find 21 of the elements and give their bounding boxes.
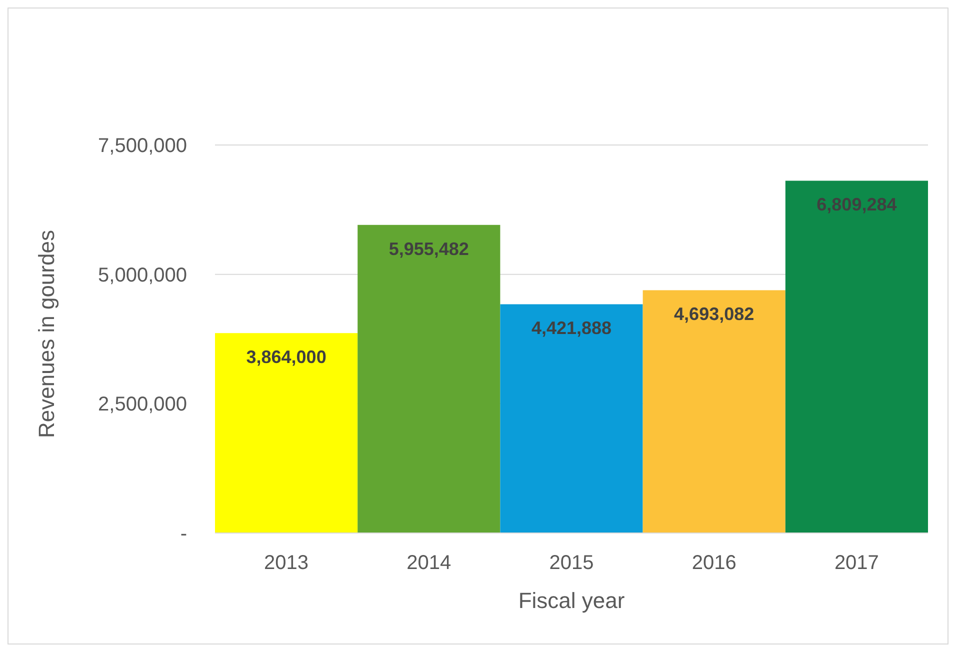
data-label: 3,864,000 — [246, 347, 326, 368]
bar — [215, 333, 358, 533]
y-tick-label: 7,500,000 — [98, 135, 187, 157]
data-label: 6,809,284 — [816, 194, 897, 215]
bar — [785, 180, 928, 533]
x-axis-title: Fiscal year — [518, 588, 625, 613]
data-label: 4,421,888 — [531, 318, 612, 338]
y-tick-label: - — [180, 523, 187, 545]
x-tick-label: 2013 — [264, 552, 309, 574]
x-tick-label: 2016 — [692, 552, 736, 574]
data-label: 5,955,482 — [388, 238, 469, 259]
y-axis-title: Revenues in gourdes — [34, 230, 59, 438]
bar — [642, 290, 786, 533]
y-tick-label: 2,500,000 — [98, 394, 187, 416]
x-tick-label: 2014 — [406, 552, 452, 574]
data-label: 4,693,082 — [674, 304, 754, 324]
y-tick-label: 5,000,000 — [98, 264, 187, 286]
bar — [358, 224, 500, 533]
bar — [500, 304, 643, 533]
x-tick-label: 2015 — [549, 552, 594, 574]
x-tick-label: 2017 — [834, 552, 879, 574]
